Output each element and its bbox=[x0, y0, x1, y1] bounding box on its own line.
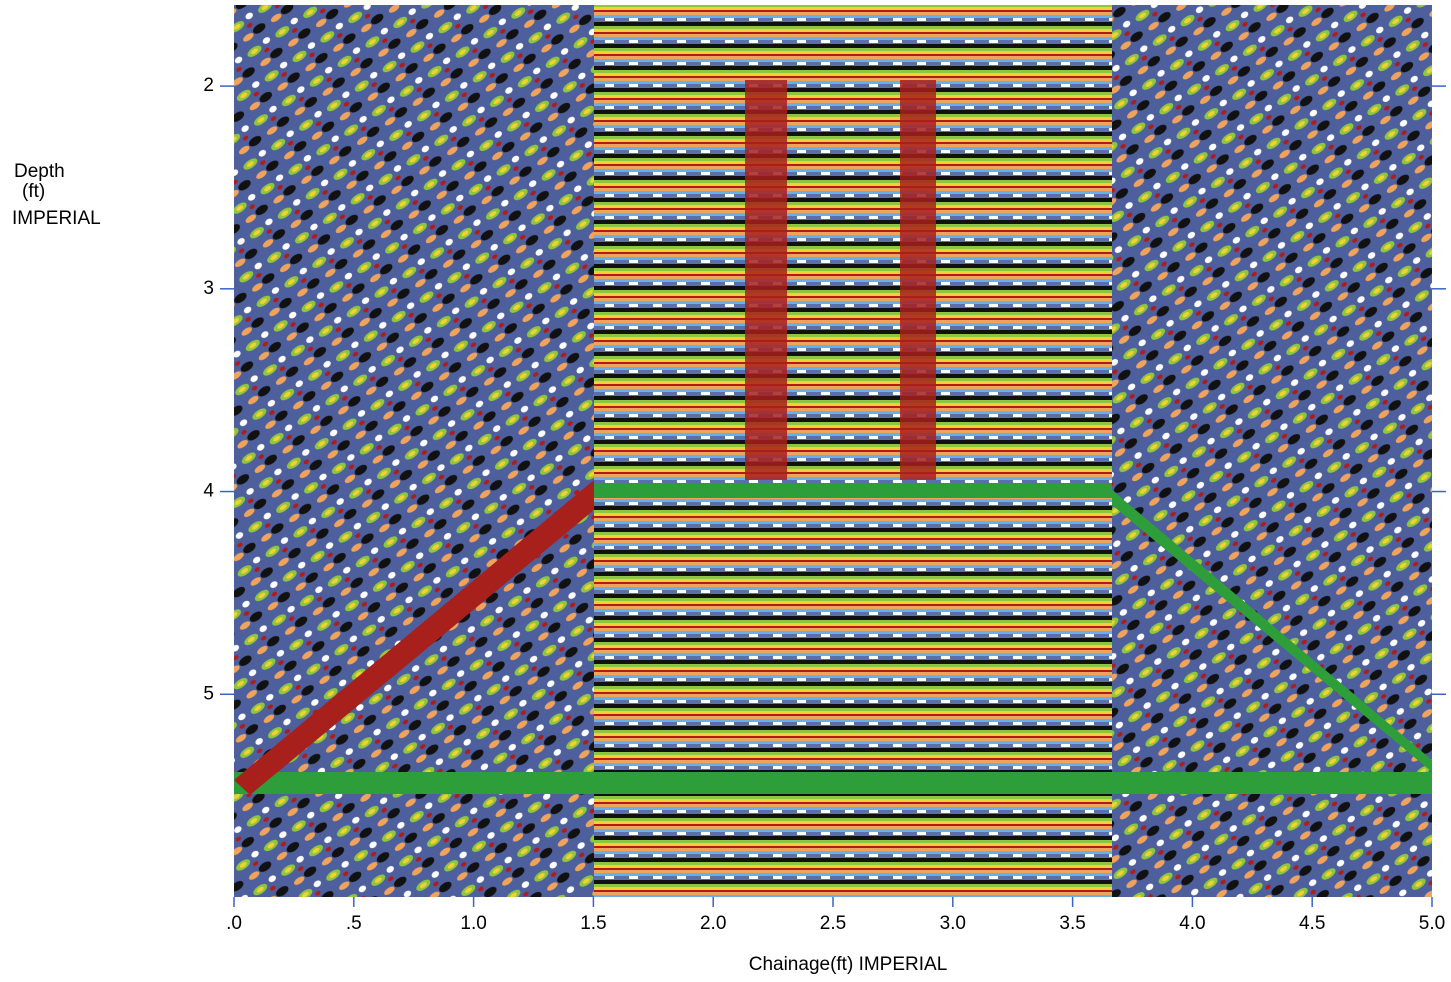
x-tick-label: 5.0 bbox=[1419, 913, 1445, 934]
x-tick-label: .5 bbox=[346, 913, 362, 934]
x-tick-label: 2.0 bbox=[700, 913, 726, 934]
y-axis-label: IMPERIAL bbox=[12, 208, 101, 229]
x-tick-label: 1.0 bbox=[460, 913, 486, 934]
x-tick-label: 4.5 bbox=[1299, 913, 1325, 934]
y-tick-label: 5 bbox=[203, 683, 214, 704]
radargram-image bbox=[234, 5, 1432, 897]
y-tick-label: 2 bbox=[203, 75, 214, 96]
x-tick-label: 3.5 bbox=[1059, 913, 1085, 934]
x-tick-label: 4.0 bbox=[1179, 913, 1205, 934]
x-tick-label: 2.5 bbox=[820, 913, 846, 934]
y-axis-label: Depth bbox=[14, 161, 65, 182]
y-tick-label: 3 bbox=[203, 278, 214, 299]
x-tick-label: 3.0 bbox=[940, 913, 966, 934]
y-tick-label: 4 bbox=[203, 481, 214, 502]
x-axis-label: Chainage(ft) IMPERIAL bbox=[749, 954, 948, 975]
x-tick-label: .0 bbox=[226, 913, 242, 934]
y-axis-label: (ft) bbox=[22, 181, 45, 202]
x-tick-label: 1.5 bbox=[580, 913, 606, 934]
